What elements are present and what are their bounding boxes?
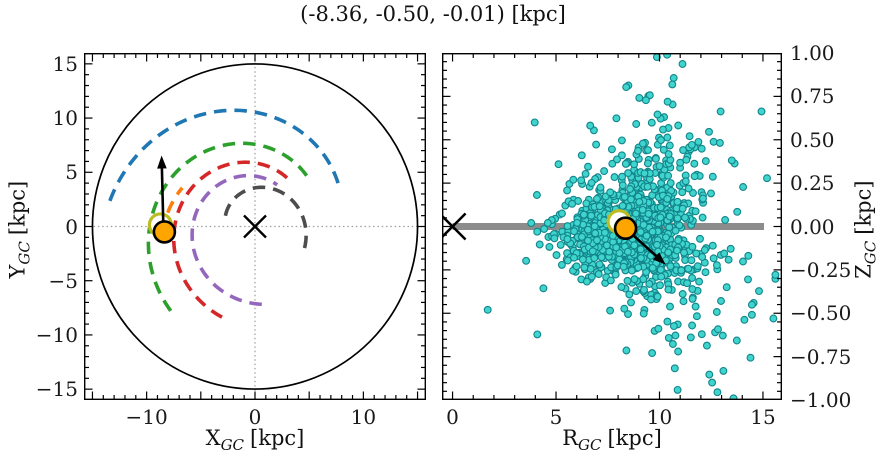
tick-label: −15 — [35, 377, 78, 402]
x-axis-label-left-panel: XGC [kpc] — [170, 424, 340, 459]
tick-label: −1.00 — [790, 388, 852, 412]
tick-label: 0.25 — [790, 171, 835, 196]
tick-label: 0 — [248, 405, 262, 429]
tick-label: 10 — [52, 106, 78, 131]
y-axis-sub: GC — [15, 241, 34, 265]
tick-label: −10 — [35, 322, 78, 347]
tick-label: 15 — [750, 405, 776, 429]
tick-label: 0.50 — [790, 127, 835, 152]
r-axis-sub: GC — [578, 436, 602, 455]
x-axis-label-right-panel: RGC [kpc] — [527, 424, 697, 459]
tick-label: 0.75 — [790, 84, 835, 109]
tick-label: −0.75 — [790, 344, 852, 369]
tick-label: 15 — [52, 51, 78, 76]
tick-label: −0.25 — [790, 257, 852, 282]
xy-plane-panel — [84, 53, 426, 400]
r-axis-var: R — [562, 426, 578, 450]
tick-label: 5 — [65, 160, 78, 185]
tick-label: 0 — [65, 214, 78, 239]
tick-label: 0 — [446, 405, 459, 429]
tick-label: 10 — [350, 405, 377, 429]
r-axis-unit: [kpc] — [607, 426, 662, 450]
tick-label: −0.50 — [790, 301, 852, 326]
rz-plane-panel — [442, 53, 782, 400]
x-axis-var: X — [205, 426, 221, 450]
tick-label: 10 — [646, 405, 673, 429]
tick-label: 0.00 — [790, 214, 835, 239]
tick-label: 5 — [549, 405, 563, 429]
x-axis-unit: [kpc] — [250, 426, 305, 450]
tick-label: −10 — [125, 405, 168, 429]
tick-label: −5 — [48, 268, 78, 293]
x-axis-sub: GC — [220, 436, 245, 455]
figure-title: (-8.36, -0.50, -0.01) [kpc] — [300, 2, 566, 26]
tick-label: 1.00 — [790, 41, 835, 65]
